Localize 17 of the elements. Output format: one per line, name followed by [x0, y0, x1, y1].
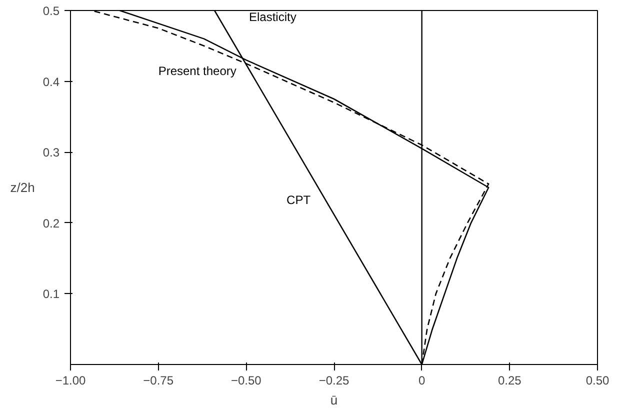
x-tick-label: 0.25	[498, 374, 522, 388]
x-tick-label: −0.75	[143, 374, 174, 388]
y-tick-label: 0.2	[42, 216, 60, 230]
y-tick-label: 0.4	[42, 74, 60, 89]
x-tick-label: 0	[418, 374, 426, 388]
y-tick-label: 0.3	[42, 146, 60, 160]
text: Elasticity	[249, 10, 296, 24]
y-tick-label: 0.5	[42, 4, 60, 18]
series-label: Present theory	[158, 64, 236, 78]
x-tick-label: −0.50	[230, 374, 262, 388]
x-tick-label: −0.25	[318, 374, 350, 388]
x-axis-title: ū	[330, 392, 338, 408]
series-label: CPT	[286, 193, 312, 208]
x-tick-label: −1.00	[55, 374, 86, 388]
x-tick-label: 0.50	[586, 374, 610, 388]
y-axis-title: z/2h	[10, 180, 35, 195]
y-tick-label: 0.1	[42, 287, 60, 302]
